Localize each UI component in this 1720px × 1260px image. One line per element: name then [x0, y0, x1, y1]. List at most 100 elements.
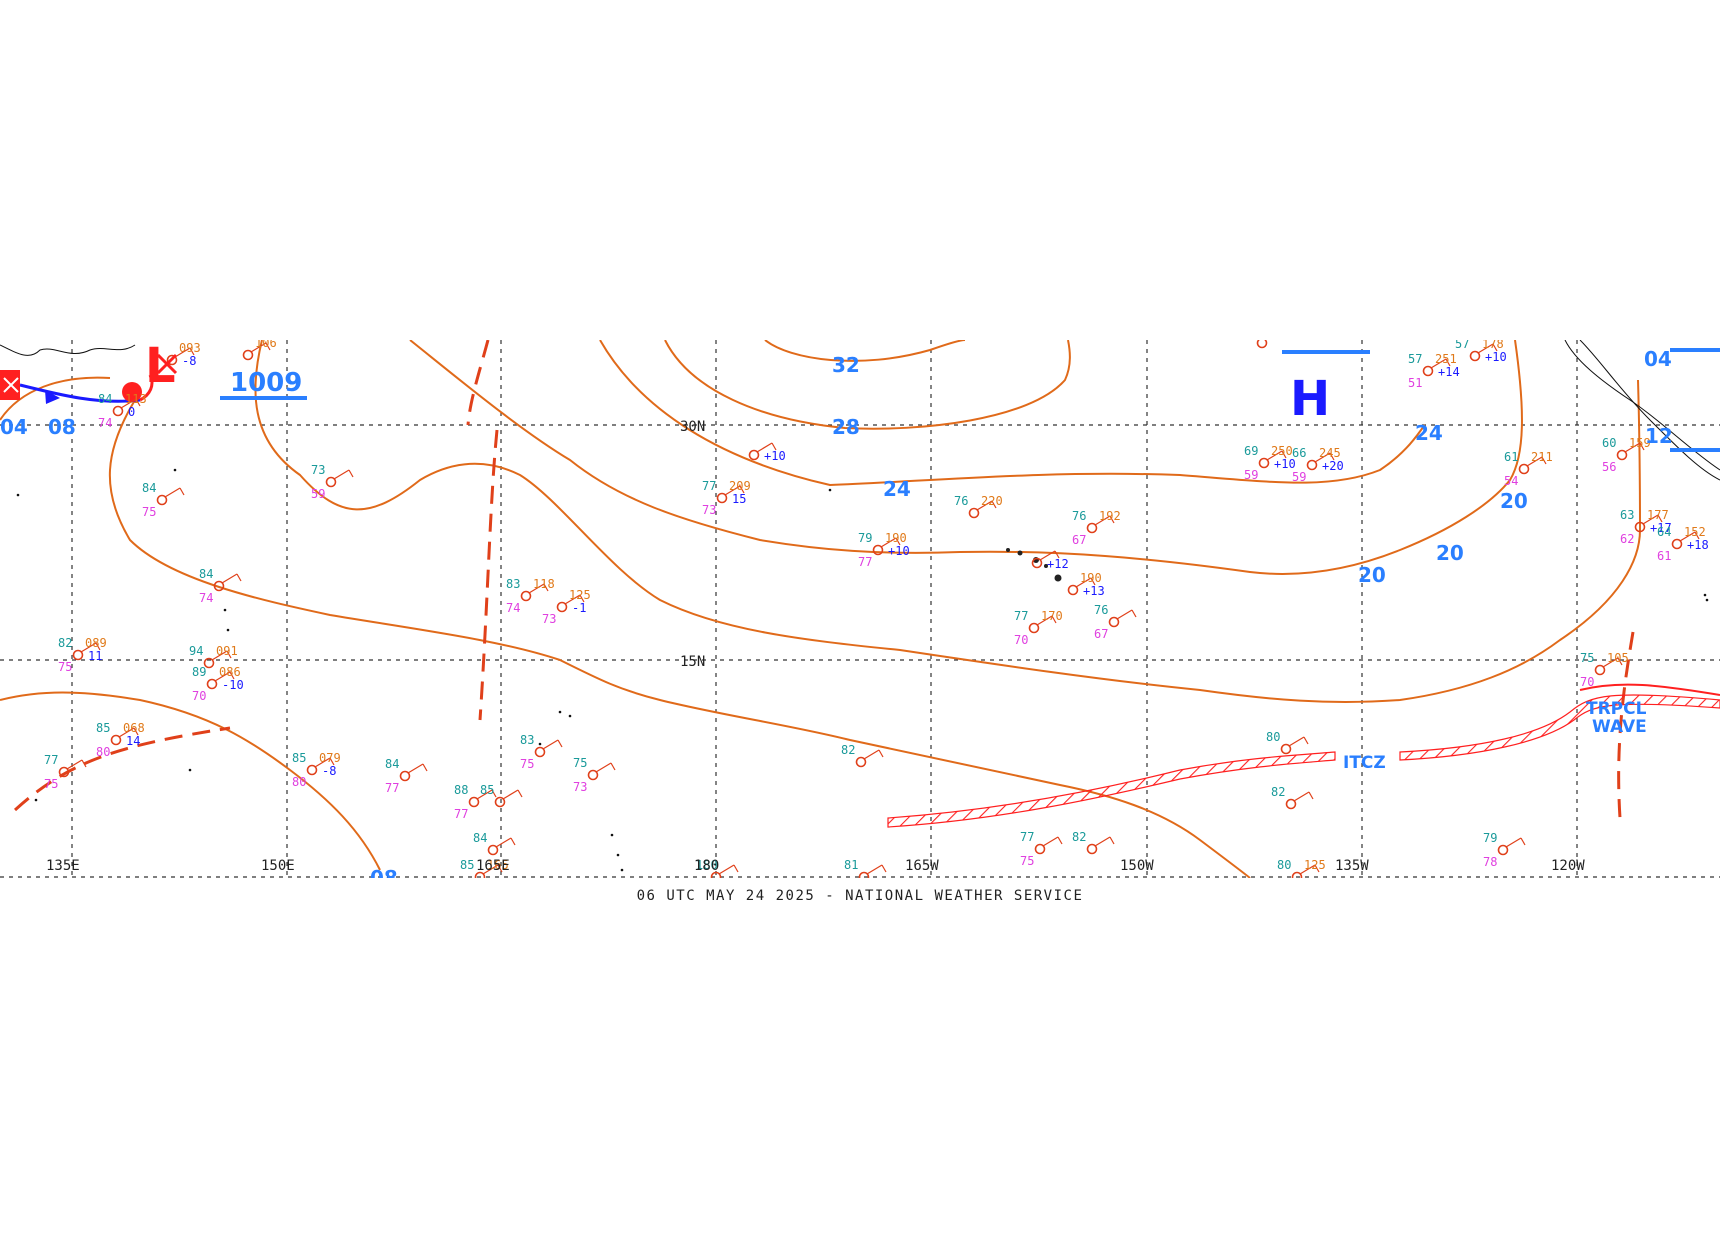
station-circle	[494, 796, 506, 808]
station-temp: 80	[1277, 858, 1291, 872]
station-circle	[1258, 457, 1270, 469]
station-plot	[1634, 514, 1663, 533]
station-pressure: 159	[1629, 436, 1651, 450]
station-obs: 190+13	[1080, 571, 1105, 598]
station-temp: 77	[44, 753, 58, 767]
station-plot	[1034, 836, 1063, 855]
isobar-label: 24	[883, 477, 911, 501]
station-tendency: -8	[182, 354, 196, 368]
wind-barb-flag	[739, 485, 745, 494]
station-dewpoint: 70	[192, 689, 206, 703]
station-circle	[468, 796, 480, 808]
station-obs: 75 73	[573, 756, 587, 794]
station-dewpoint: 74	[98, 416, 112, 430]
station-temp: 84	[98, 392, 112, 406]
trough-lines	[13, 340, 1635, 819]
station-pressure: 177	[1647, 508, 1669, 522]
station-obs: 61 54 211	[1504, 450, 1553, 488]
station-plot	[534, 739, 563, 758]
wind-barb	[250, 342, 267, 353]
station-plot	[872, 537, 901, 556]
station-obs: 57 178+10	[1455, 337, 1507, 364]
wind-barb-flag	[543, 583, 549, 592]
wind-barb-flag	[1280, 331, 1284, 338]
station-dewpoint: 80	[292, 775, 306, 789]
wind-barb-flag	[1051, 615, 1057, 624]
isobars	[0, 340, 1642, 878]
lon-label: 150W	[1120, 858, 1154, 874]
wind-barb	[718, 864, 735, 875]
station-obs: 77 75	[44, 753, 58, 791]
station-plot	[968, 500, 997, 519]
wind-barb	[1116, 609, 1133, 620]
station-dewpoint: 67	[1094, 627, 1108, 641]
station-tendency: +12	[1047, 557, 1069, 571]
station-obs: 73 125-1	[542, 588, 591, 626]
station-plot	[325, 469, 354, 488]
tropical-wave-label: WAVE	[1592, 717, 1647, 737]
station-pressure: 091	[216, 644, 238, 658]
station-circle	[325, 476, 337, 488]
wind-barb	[211, 650, 228, 661]
station-dewpoint: 74	[199, 591, 213, 605]
station-obs: 89 70 086-10	[192, 665, 244, 703]
wind-barb-flag	[133, 727, 139, 736]
station-pressure: 251	[1435, 352, 1457, 366]
lon-label: 150E	[261, 858, 295, 874]
station-dewpoint: 56	[1602, 460, 1616, 474]
station-obs: 63 62 177+17	[1620, 508, 1672, 546]
station-plot	[110, 727, 139, 746]
station-plot	[1497, 837, 1526, 856]
station-obs: 80	[1266, 730, 1280, 744]
wind-barb	[1039, 550, 1056, 561]
wind-barb-flag	[733, 864, 739, 873]
station-circle	[1086, 522, 1098, 534]
station-circle	[716, 492, 728, 504]
station-plot	[716, 485, 745, 504]
station-obs: 84 74	[199, 567, 213, 605]
station-tendency: 11	[88, 649, 102, 663]
station-tendency: +20	[1322, 459, 1344, 473]
station-dewpoint: 62	[1620, 532, 1634, 546]
station-temp: 94	[189, 644, 203, 658]
wind-barb-flag	[1329, 452, 1335, 461]
grid-labels: 135E 150E 165E 180 165W 150W 135W 120W 3…	[46, 419, 1585, 874]
station-circle	[156, 494, 168, 506]
station-circle	[110, 734, 122, 746]
wind-barb-flag	[579, 594, 585, 603]
station-tendency: +10	[764, 449, 786, 463]
wind-barb	[495, 837, 512, 848]
station-dewpoint: 75	[58, 660, 72, 674]
wind-barb	[502, 789, 519, 800]
station-temp: 60	[1602, 436, 1616, 450]
wind-barb-flag	[517, 789, 523, 798]
station-circle	[1634, 521, 1646, 533]
lon-label: 180	[694, 858, 719, 874]
station-obs: 84 77	[385, 757, 399, 795]
station-temp: 76	[1094, 603, 1108, 617]
station-circle	[58, 766, 70, 778]
wind-barb-flag	[1054, 550, 1060, 559]
station-dewpoint: 77	[858, 555, 872, 569]
station-plot	[710, 864, 739, 878]
station-dewpoint: 70	[1014, 633, 1028, 647]
isobar-label: 04	[0, 415, 28, 439]
lon-label: 120W	[1551, 858, 1585, 874]
wind-barb-flag	[1109, 515, 1115, 524]
station-plot	[474, 864, 503, 878]
station-tendency: +18	[1687, 538, 1709, 552]
wind-barb	[976, 500, 993, 511]
isobar-label: 04	[1644, 347, 1672, 371]
wind-barb-flag	[1308, 791, 1314, 800]
wind-barb	[863, 749, 880, 760]
station-dewpoint: 73	[542, 612, 556, 626]
station-pressure: 178	[1482, 337, 1504, 351]
wind-barb-flag	[510, 837, 516, 846]
station-dewpoint: 61	[1657, 549, 1671, 563]
station-circle	[1028, 622, 1040, 634]
station-circle	[858, 871, 870, 878]
station-dewpoint: 70	[1580, 675, 1594, 689]
station-plot	[1306, 452, 1335, 471]
station-temp: 80	[1266, 730, 1280, 744]
